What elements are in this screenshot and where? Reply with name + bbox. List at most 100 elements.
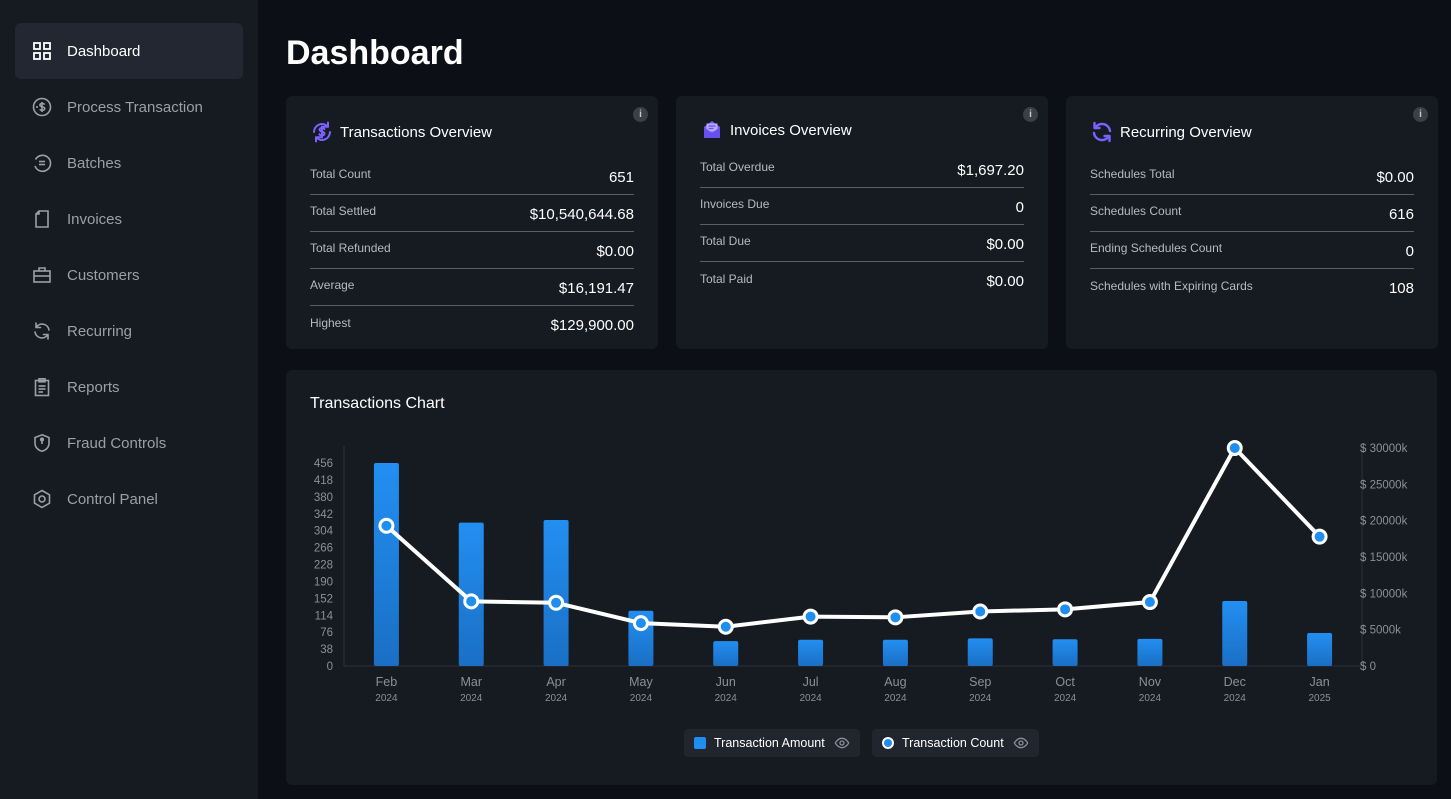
x-tick-year: 2025 bbox=[1308, 693, 1331, 704]
card-header: Transactions Overview bbox=[310, 120, 492, 144]
sidebar-item-dashboard[interactable]: Dashboard bbox=[15, 23, 243, 79]
info-icon[interactable]: i bbox=[1023, 107, 1038, 122]
sidebar-item-reports[interactable]: Reports bbox=[15, 359, 243, 415]
x-tick-year: 2024 bbox=[1224, 693, 1247, 704]
eye-icon[interactable] bbox=[1013, 735, 1029, 751]
y-left-tick-label: 418 bbox=[314, 475, 333, 487]
x-tick-month: Sep bbox=[969, 675, 991, 689]
stat-value: 0 bbox=[1405, 242, 1414, 260]
stat-row: Total Due $0.00 bbox=[700, 225, 1024, 262]
y-left-tick-label: 342 bbox=[314, 509, 333, 521]
info-icon[interactable]: i bbox=[633, 107, 648, 122]
sidebar-item-label: Recurring bbox=[67, 322, 133, 340]
bar-transaction-amount bbox=[373, 463, 399, 666]
x-tick-month: Jun bbox=[716, 675, 736, 689]
stat-value: 108 bbox=[1388, 280, 1414, 297]
y-left-tick-label: 0 bbox=[327, 661, 333, 673]
card-title: Recurring Overview bbox=[1120, 123, 1252, 141]
sidebar-item-process-transaction[interactable]: Process Transaction bbox=[15, 79, 243, 135]
stat-row: Total Refunded $0.00 bbox=[310, 232, 634, 269]
stat-label: Highest bbox=[310, 315, 351, 330]
clipboard-icon bbox=[31, 376, 53, 398]
stat-value: $16,191.47 bbox=[558, 279, 634, 297]
x-tick-year: 2024 bbox=[799, 693, 822, 704]
sidebar-item-invoices[interactable]: Invoices bbox=[15, 191, 243, 247]
stat-label: Total Settled bbox=[310, 204, 377, 218]
refresh-icon bbox=[1092, 121, 1112, 143]
point-transaction-count bbox=[463, 593, 480, 610]
stat-label: Average bbox=[310, 278, 355, 292]
recurring-overview-card: i Recurring Overview Schedules Total $0.0… bbox=[1066, 96, 1438, 349]
y-left-tick-label: 456 bbox=[314, 458, 333, 470]
refresh-icon bbox=[31, 320, 53, 342]
hexagon-icon bbox=[31, 488, 53, 510]
card-rows: Total Count 651 Total Settled $10,540,644.6… bbox=[310, 158, 634, 343]
y-left-tick-label: 380 bbox=[314, 492, 333, 504]
stat-value: $1,697.20 bbox=[957, 161, 1024, 179]
main-content: Dashboard i Transactions Overview Total … bbox=[258, 0, 1451, 799]
bar-transaction-amount bbox=[1307, 633, 1333, 666]
x-tick-month: Jul bbox=[803, 675, 819, 689]
sidebar-item-control-panel[interactable]: Control Panel bbox=[15, 471, 243, 527]
sidebar-item-label: Dashboard bbox=[67, 42, 141, 60]
point-transaction-count bbox=[378, 517, 395, 534]
stat-row: Total Overdue $1,697.20 bbox=[700, 151, 1024, 188]
y-left-tick-label: 76 bbox=[320, 627, 333, 639]
sidebar-item-label: Invoices bbox=[67, 210, 123, 228]
x-tick-year: 2024 bbox=[884, 693, 907, 704]
x-tick-year: 2024 bbox=[1139, 693, 1162, 704]
stat-row: Invoices Due 0 bbox=[700, 188, 1024, 225]
y-right-tick-label: $ 25000k bbox=[1360, 479, 1408, 491]
stat-row: Average $16,191.47 bbox=[310, 269, 634, 306]
x-tick-year: 2024 bbox=[1054, 693, 1077, 704]
y-left-tick-label: 190 bbox=[314, 576, 333, 588]
page-title: Dashboard bbox=[286, 34, 464, 72]
card-rows: Total Overdue $1,697.20 Invoices Due 0 Total… bbox=[700, 151, 1024, 299]
stat-value: $0.00 bbox=[986, 273, 1024, 290]
sidebar-item-fraud-controls[interactable]: Fraud Controls bbox=[15, 415, 243, 471]
eye-icon[interactable] bbox=[834, 735, 850, 751]
x-tick-month: Feb bbox=[376, 675, 398, 689]
sidebar-item-recurring[interactable]: Recurring bbox=[15, 303, 243, 359]
legend-label: Transaction Amount bbox=[714, 736, 825, 750]
y-left-tick-label: 266 bbox=[314, 543, 333, 555]
point-transaction-count bbox=[548, 594, 565, 611]
sidebar: Dashboard Process Transaction Batches Invoi… bbox=[0, 0, 258, 799]
x-tick-year: 2024 bbox=[630, 693, 653, 704]
x-tick-month: Mar bbox=[460, 675, 482, 689]
document-icon bbox=[31, 208, 53, 230]
bar-transaction-amount bbox=[713, 641, 739, 666]
y-right-tick-label: $ 0 bbox=[1360, 661, 1376, 673]
stat-label: Schedules Count bbox=[1090, 204, 1182, 218]
info-icon[interactable]: i bbox=[1413, 107, 1428, 122]
stat-row: Schedules Total $0.00 bbox=[1090, 158, 1414, 195]
point-transaction-count bbox=[1057, 601, 1074, 618]
x-tick-year: 2024 bbox=[460, 693, 483, 704]
shield-icon bbox=[31, 432, 53, 454]
y-right-tick-label: $ 10000k bbox=[1360, 588, 1408, 600]
legend-transaction-count[interactable]: Transaction Count bbox=[872, 729, 1039, 757]
sidebar-item-label: Control Panel bbox=[67, 490, 158, 508]
stat-label: Total Refunded bbox=[310, 241, 391, 255]
x-tick-year: 2024 bbox=[715, 693, 738, 704]
sidebar-item-label: Batches bbox=[67, 154, 122, 172]
stat-value: $0.00 bbox=[986, 235, 1024, 253]
point-transaction-count bbox=[717, 618, 734, 635]
stat-label: Schedules Total bbox=[1090, 167, 1175, 181]
y-right-tick-label: $ 15000k bbox=[1360, 552, 1408, 564]
x-tick-year: 2024 bbox=[375, 693, 398, 704]
y-left-tick-label: 152 bbox=[314, 593, 333, 605]
sidebar-item-label: Customers bbox=[67, 266, 140, 284]
stat-label: Total Due bbox=[700, 234, 751, 248]
stat-row: Ending Schedules Count 0 bbox=[1090, 232, 1414, 269]
bar-transaction-amount bbox=[543, 519, 569, 666]
legend-transaction-amount[interactable]: Transaction Amount bbox=[684, 729, 860, 757]
x-tick-month: Apr bbox=[546, 675, 565, 689]
y-right-tick-label: $ 20000k bbox=[1360, 516, 1408, 528]
bar-transaction-amount bbox=[798, 639, 824, 666]
card-rows: Schedules Total $0.00 Schedules Count 616 En… bbox=[1090, 158, 1414, 306]
sidebar-item-batches[interactable]: Batches bbox=[15, 135, 243, 191]
sidebar-item-customers[interactable]: Customers bbox=[15, 247, 243, 303]
bar-transaction-amount bbox=[882, 639, 908, 666]
